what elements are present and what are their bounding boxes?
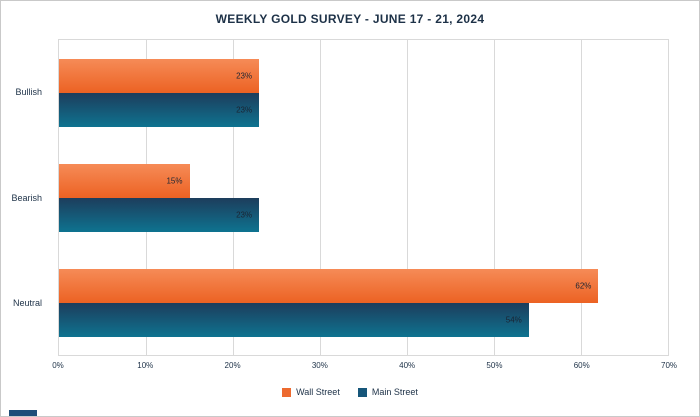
x-axis: 0% 10% 20% 30% 40% 50% 60% 70% [52,361,677,375]
bottom-left-logo-fragment [9,410,37,416]
y-axis-labels: Bullish Bearish Neutral [1,39,51,356]
category-label-bearish: Bearish [11,192,42,203]
bar-group-bullish: 23% 23% [59,40,668,145]
x-tick-label: 60% [573,361,590,370]
legend-label: Main Street [371,387,418,397]
bar-main-street-bearish: 23% [59,197,260,232]
plot-area: 23% 23% 15% 23% 62% 54% [58,39,669,356]
category-label-bullish: Bullish [15,86,42,97]
bar-main-street-bullish: 23% [59,92,260,127]
bar-value-label: 54% [505,315,522,324]
x-tick-label: 10% [137,361,154,370]
bar-value-label: 23% [236,105,253,114]
x-tick-label: 50% [486,361,503,370]
legend-item-wall-street: Wall Street [282,387,340,397]
gridline [494,40,495,355]
legend-label: Wall Street [296,387,340,397]
bar-wall-street-bullish: 23% [59,58,260,93]
x-tick-label: 30% [311,361,328,370]
gridline [320,40,321,355]
bar-value-label: 23% [236,210,253,219]
gridline [407,40,408,355]
category-label-neutral: Neutral [12,298,42,309]
legend: Wall Street Main Street [1,387,699,397]
gridline [581,40,582,355]
legend-swatch [357,387,367,397]
bar-value-label: 15% [166,176,183,185]
chart-title: WEEKLY GOLD SURVEY - JUNE 17 - 21, 2024 [215,12,485,26]
bar-value-label: 23% [236,71,253,80]
bar-wall-street-neutral: 62% [59,268,599,303]
bar-main-street-neutral: 54% [59,302,529,337]
bar-group-neutral: 62% 54% [59,250,668,355]
legend-swatch [282,387,292,397]
x-tick-label: 40% [399,361,416,370]
legend-item-main-street: Main Street [357,387,418,397]
x-tick-label: 70% [660,361,678,370]
bar-wall-street-bearish: 15% [59,163,190,198]
x-tick-label: 20% [224,361,241,370]
x-tick-label: 0% [52,361,64,370]
bar-group-bearish: 15% 23% [59,145,668,250]
bar-value-label: 62% [575,281,592,290]
